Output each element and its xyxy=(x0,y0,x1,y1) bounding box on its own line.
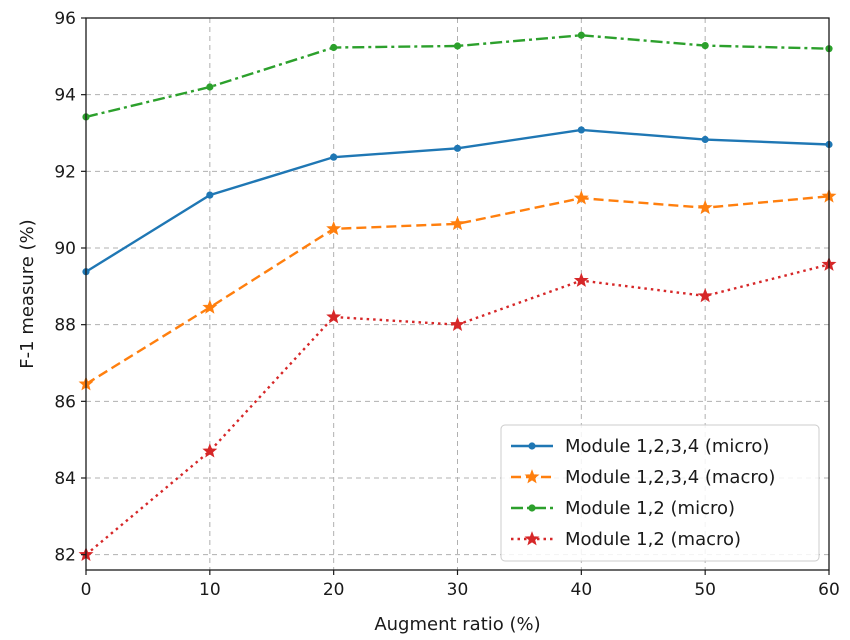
y-tick-label: 94 xyxy=(54,86,76,106)
x-tick-label: 30 xyxy=(447,580,469,600)
x-axis-label: Augment ratio (%) xyxy=(374,614,540,635)
legend-marker xyxy=(528,442,536,450)
legend-label: Module 1,2,3,4 (micro) xyxy=(565,436,769,457)
data-point xyxy=(450,216,465,231)
data-point xyxy=(206,191,214,199)
data-point xyxy=(450,316,465,332)
legend-label: Module 1,2 (macro) xyxy=(565,529,741,550)
series-layer xyxy=(78,31,837,562)
x-tick-label: 50 xyxy=(694,580,716,600)
data-point xyxy=(701,42,709,50)
data-point xyxy=(577,126,585,134)
y-tick-label: 88 xyxy=(54,316,76,336)
data-point xyxy=(573,190,589,205)
data-point xyxy=(701,135,709,144)
x-tick-label: 20 xyxy=(323,580,345,600)
data-point xyxy=(202,299,218,314)
x-tick-label: 0 xyxy=(81,580,92,600)
y-tick-label: 86 xyxy=(54,392,76,412)
y-axis-label: F-1 measure (%) xyxy=(17,219,38,368)
legend-label: Module 1,2 (micro) xyxy=(565,498,735,519)
legend-item: Module 1,2,3,4 (micro) xyxy=(511,436,769,457)
data-point xyxy=(326,220,342,236)
legend-marker xyxy=(528,504,536,512)
data-point xyxy=(577,31,585,39)
data-point xyxy=(697,288,713,303)
legend-marker xyxy=(524,531,540,546)
y-tick-label: 92 xyxy=(54,162,76,182)
y-tick-label: 96 xyxy=(54,9,76,29)
ticks: 0 10 20 30 40 50 60 82 84 86 88 90 92 94 96 xyxy=(54,9,839,600)
x-tick-label: 10 xyxy=(199,580,221,600)
x-tick-label: 40 xyxy=(571,580,593,600)
legend-box xyxy=(500,424,820,562)
legend-marker xyxy=(524,469,540,484)
data-point xyxy=(453,144,462,152)
y-tick-label: 84 xyxy=(54,469,76,489)
series-0 xyxy=(82,126,833,276)
data-point xyxy=(573,272,589,287)
legend-item: Module 1,2,3,4 (macro) xyxy=(511,467,775,488)
y-tick-label: 82 xyxy=(54,546,76,566)
legend-label: Module 1,2,3,4 (macro) xyxy=(565,467,775,488)
data-point xyxy=(326,309,342,324)
legend: Module 1,2,3,4 (micro) Module 1,2,3,4 (ma… xyxy=(500,424,820,562)
x-tick-label: 60 xyxy=(818,580,840,600)
data-point xyxy=(697,199,713,215)
data-point xyxy=(202,443,218,458)
data-point xyxy=(330,153,338,161)
data-point xyxy=(330,43,338,52)
legend-item: Module 1,2 (macro) xyxy=(511,529,741,550)
y-tick-label: 90 xyxy=(54,239,76,259)
data-point xyxy=(453,42,462,50)
legend-item: Module 1,2 (micro) xyxy=(511,498,735,519)
data-point xyxy=(206,83,214,91)
